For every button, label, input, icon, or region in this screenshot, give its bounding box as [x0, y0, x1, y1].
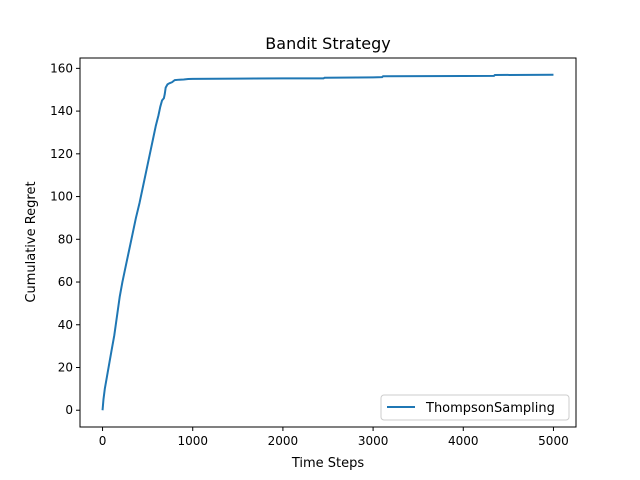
- chart-title: Bandit Strategy: [265, 34, 390, 53]
- x-tick-label: 1000: [177, 434, 208, 448]
- legend-box: [380, 394, 570, 421]
- series-line-0: [101, 73, 554, 411]
- plot-area-frame: [79, 57, 577, 428]
- y-tick-label: 0: [65, 403, 73, 417]
- y-tick-label: 80: [58, 232, 73, 246]
- x-tick-label: 0: [99, 434, 107, 448]
- x-tick-label: 2000: [268, 434, 299, 448]
- y-tick-label: 60: [58, 275, 73, 289]
- y-tick-label: 120: [50, 147, 73, 161]
- x-tick-label: 5000: [538, 434, 569, 448]
- y-tick-label: 20: [58, 360, 73, 374]
- y-tick-label: 40: [58, 318, 73, 332]
- x-tick-label: 3000: [358, 434, 389, 448]
- y-tick-label: 140: [50, 104, 73, 118]
- y-tick-label: 100: [50, 190, 73, 204]
- x-tick-label: 4000: [448, 434, 479, 448]
- y-axis-label: Cumulative Regret: [24, 181, 39, 302]
- x-axis-label: Time Steps: [291, 456, 365, 471]
- legend-label: ThompsonSampling: [425, 401, 555, 416]
- legend: ThompsonSampling: [380, 394, 570, 421]
- y-tick-label: 160: [50, 61, 73, 75]
